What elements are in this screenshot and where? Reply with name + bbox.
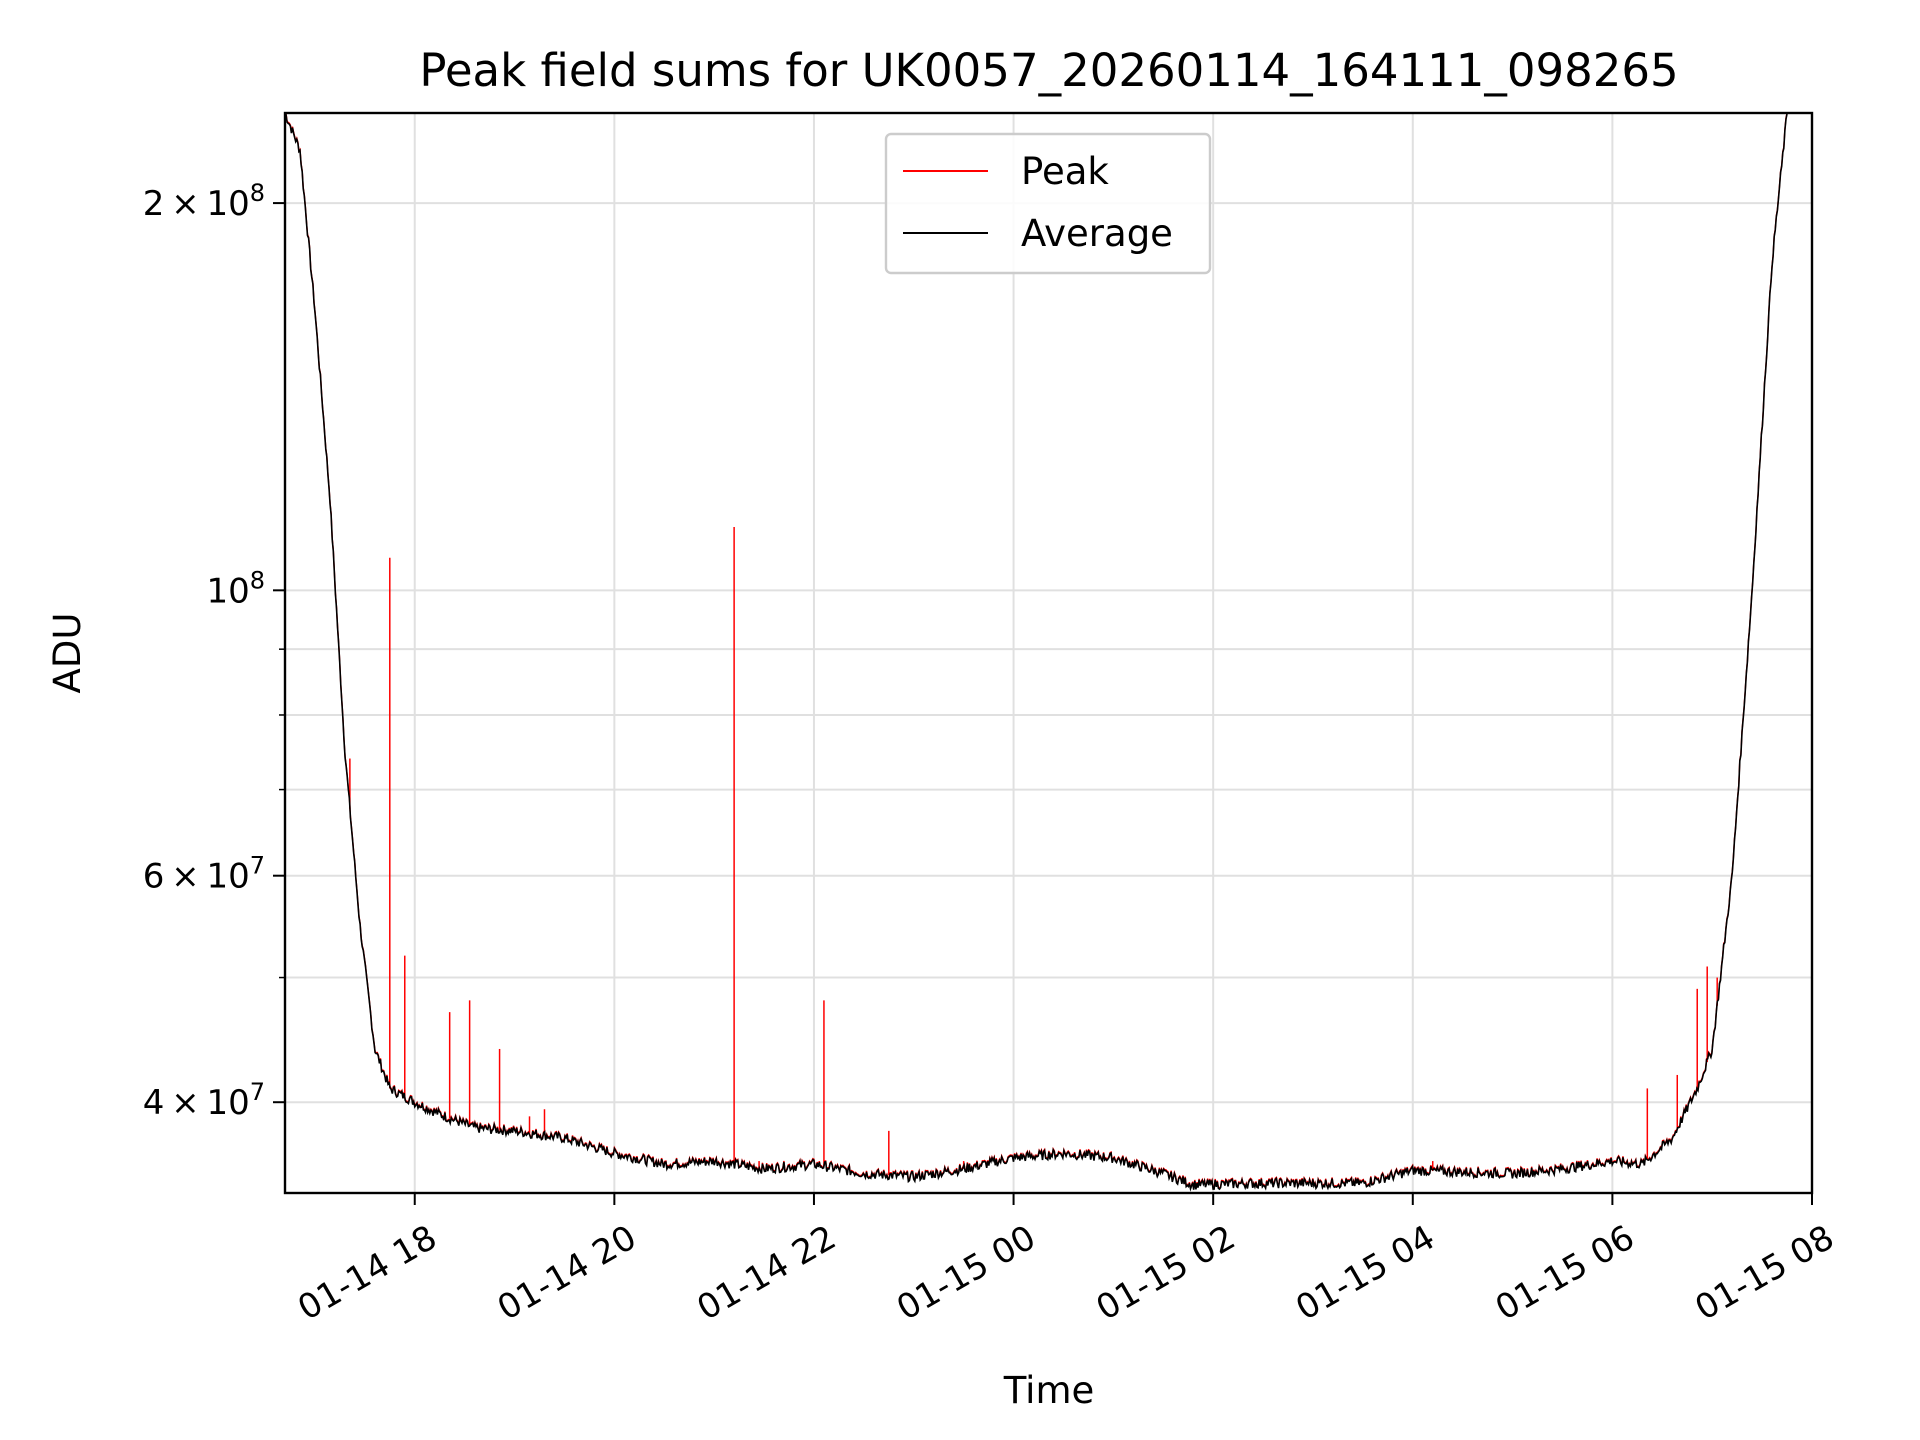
y-tick-label: 6 × 107: [143, 852, 265, 897]
plot-frame: [283, 111, 1814, 1195]
y-axis-label: ADU: [46, 613, 89, 694]
y-tick-label: 108: [206, 566, 265, 611]
chart-title: Peak field sums for UK0057_20260114_1641…: [419, 44, 1678, 97]
series-layer: [285, 113, 1788, 1192]
y-tick-label: 2 × 108: [143, 179, 265, 224]
y-tick-label: 4 × 107: [143, 1078, 265, 1123]
legend-box: [884, 132, 1212, 275]
legend: Peak Average: [884, 132, 1212, 275]
average-series-line: [285, 113, 1788, 1192]
legend-average-label: Average: [1021, 212, 1173, 255]
x-axis-label: Time: [1003, 1369, 1095, 1412]
legend-peak-label: Peak: [1021, 150, 1109, 193]
